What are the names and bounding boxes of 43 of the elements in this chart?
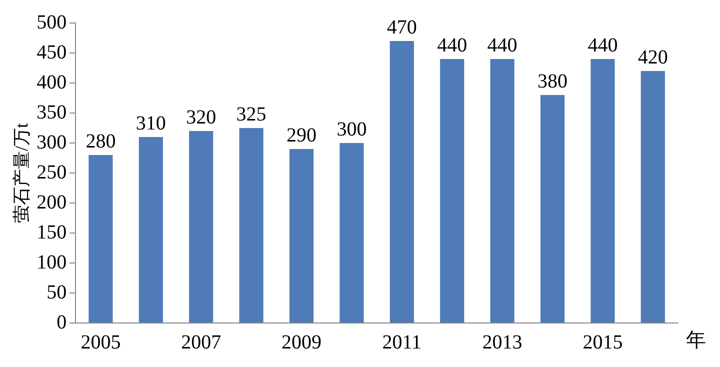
data-label: 380	[538, 70, 568, 92]
bar	[289, 149, 314, 322]
x-tick-label: 2013	[482, 331, 522, 354]
data-label: 325	[236, 103, 266, 126]
y-axis-title: 萤石产量/万t	[12, 122, 32, 224]
y-tick-label: 150	[36, 221, 67, 244]
x-tick-label: 2015	[582, 331, 623, 354]
bar	[88, 155, 113, 322]
data-label: 440	[437, 34, 468, 56]
data-label: 320	[186, 106, 216, 128]
bar	[138, 137, 163, 322]
y-tick-label: 300	[36, 131, 67, 154]
bar	[590, 59, 615, 322]
y-tick-label: 350	[36, 101, 67, 124]
x-axis-title: 年	[686, 329, 706, 352]
bar	[540, 95, 565, 322]
x-tick-label: 2005	[80, 331, 121, 354]
bar	[340, 143, 364, 322]
x-tick-label: 2011	[382, 331, 422, 354]
y-tick-label: 0	[56, 311, 67, 334]
data-label: 300	[336, 118, 367, 140]
data-label: 440	[588, 34, 618, 56]
data-label: 470	[386, 16, 417, 38]
bar	[239, 128, 264, 322]
bar	[640, 71, 665, 322]
bar	[440, 59, 464, 322]
x-tick-label: 2009	[282, 331, 322, 354]
bar	[189, 131, 214, 322]
data-label: 280	[86, 130, 116, 152]
y-tick-label: 250	[36, 161, 67, 184]
data-label: 440	[487, 34, 518, 56]
y-tick-label: 400	[36, 71, 67, 94]
data-label: 290	[286, 124, 316, 146]
y-tick-label: 50	[46, 281, 67, 304]
x-tick-label: 2007	[181, 331, 222, 354]
data-label: 420	[638, 46, 668, 68]
y-tick-label: 450	[36, 41, 67, 64]
y-tick-label: 500	[36, 11, 67, 34]
y-tick-label: 200	[36, 191, 67, 214]
y-tick-label: 100	[36, 251, 67, 274]
data-label: 310	[136, 112, 166, 134]
bar	[490, 59, 514, 322]
bar	[390, 41, 414, 322]
